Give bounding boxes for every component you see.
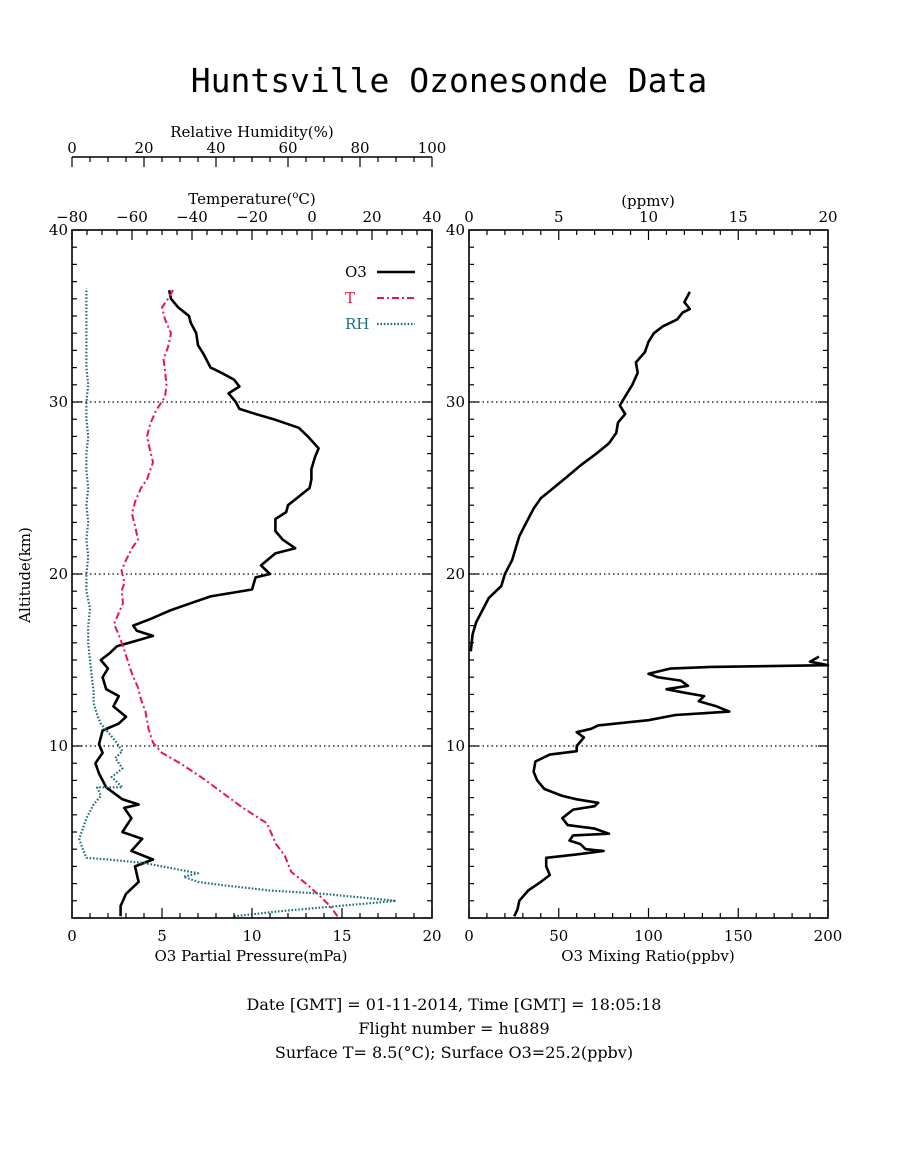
x-tick-label: 15	[332, 927, 351, 945]
x-tick-label: 20	[422, 927, 441, 945]
y-tick-label: 10	[49, 737, 68, 755]
ppmv-axis-label: (ppmv)	[621, 192, 675, 210]
right-series-group	[469, 291, 830, 917]
x-tick-label: 0	[464, 927, 474, 945]
y-tick-label: 30	[446, 393, 465, 411]
series-rh-line	[78, 288, 398, 918]
left-ticks: 10 20 30 40 0 5 10 15 20 −80 −60 −40 −20 0 20 40 0 20 40 60…	[49, 139, 446, 945]
right-bottom-axis-label: O3 Mixing Ratio(ppbv)	[561, 947, 734, 965]
y-tick-label: 20	[446, 565, 465, 583]
x-tick-label: 0	[67, 927, 77, 945]
x-tick-label: 5	[554, 208, 564, 226]
x-tick-label: 40	[422, 208, 441, 226]
x-tick-label: 20	[818, 208, 837, 226]
right-plot-frame	[468, 229, 829, 919]
x-tick-label: 50	[549, 927, 568, 945]
series-o3-line	[94, 289, 320, 917]
x-tick-label: −40	[176, 208, 208, 226]
x-tick-label: −80	[56, 208, 88, 226]
x-tick-label: 0	[307, 208, 317, 226]
x-tick-label: 15	[729, 208, 748, 226]
x-tick-label: 200	[814, 927, 843, 945]
y-tick-label: 40	[49, 221, 68, 239]
y-tick-label: 40	[446, 221, 465, 239]
y-axis-label: Altitude(km)	[16, 527, 34, 624]
series-o3-ppbv-line	[513, 655, 830, 917]
chart-title: Huntsville Ozonesonde Data	[191, 61, 708, 100]
x-tick-label: 100	[634, 927, 663, 945]
x-tick-label: 20	[362, 208, 381, 226]
right-grid	[469, 401, 828, 747]
x-tick-label: 0	[464, 208, 474, 226]
x-tick-label: 10	[639, 208, 658, 226]
humidity-tick-label: 40	[206, 139, 225, 157]
x-tick-label: 150	[724, 927, 753, 945]
x-tick-label: −20	[236, 208, 268, 226]
x-tick-label: 10	[242, 927, 261, 945]
left-grid	[72, 401, 432, 747]
legend-label-t: T	[345, 289, 355, 307]
footer-surface-values: Surface T= 8.5(°C); Surface O3=25.2(ppbv…	[275, 1043, 633, 1062]
legend: O3 T RH	[345, 263, 415, 333]
y-tick-label: 30	[49, 393, 68, 411]
footer-date-time: Date [GMT] = 01-11-2014, Time [GMT] = 18…	[247, 995, 662, 1014]
y-tick-label: 20	[49, 565, 68, 583]
legend-label-rh: RH	[345, 315, 369, 333]
series-o3-ppmv-line	[469, 291, 692, 652]
humidity-tick-label: 0	[67, 139, 77, 157]
left-panel: 10 20 30 40 0 5 10 15 20 −80 −60 −40 −20 0 20 40 0 20 40 60…	[16, 123, 446, 965]
humidity-tick-label: 20	[134, 139, 153, 157]
humidity-axis-label: Relative Humidity(%)	[170, 123, 333, 141]
temperature-axis-label: Temperature(oC)	[188, 190, 316, 208]
humidity-tick-label: 60	[278, 139, 297, 157]
humidity-tick-label: 100	[418, 139, 447, 157]
x-tick-label: −60	[116, 208, 148, 226]
left-series-group	[78, 287, 398, 918]
series-t-line	[113, 287, 339, 917]
left-bottom-axis-label: O3 Partial Pressure(mPa)	[154, 947, 347, 965]
humidity-tick-label: 80	[350, 139, 369, 157]
footer-flight-number: Flight number = hu889	[358, 1019, 549, 1038]
y-tick-label: 10	[446, 737, 465, 755]
x-tick-label: 5	[157, 927, 167, 945]
legend-label-o3: O3	[345, 263, 367, 281]
